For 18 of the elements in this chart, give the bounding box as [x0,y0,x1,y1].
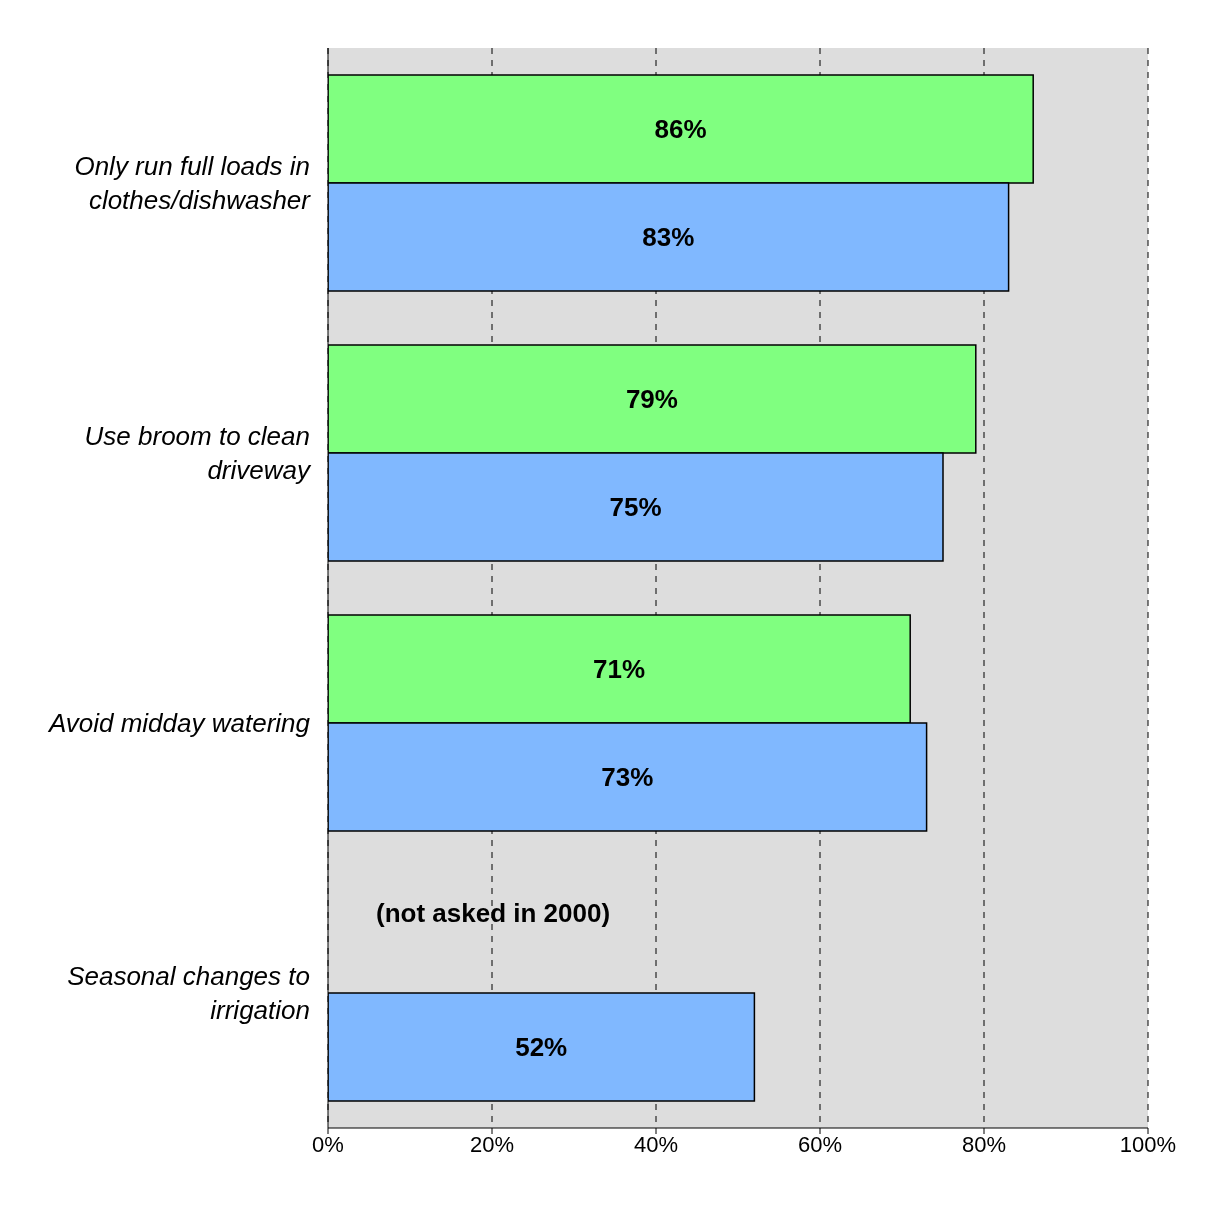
x-tick-label: 100% [1119,1131,1177,1157]
annotation: (not asked in 2000) [376,898,611,929]
data-label: 52% [515,1032,568,1062]
y-tick-label: Seasonal changes to irrigation [67,961,310,1025]
y-tick-label: Avoid midday watering [46,708,311,738]
x-tick-label: 0% [312,1131,344,1157]
data-label: 83% [642,222,695,252]
data-label: 71% [593,654,646,684]
x-tick-label: 40% [633,1131,679,1157]
x-tick-label: 80% [961,1131,1007,1157]
y-tick-label: Use broom to clean driveway [84,421,312,485]
data-label: 86% [654,114,707,144]
y-tick-label: Only run full loads in clothes/dishwasher [74,151,312,215]
data-label: 79% [625,384,678,414]
x-tick-label: 20% [469,1131,515,1157]
x-tick-label: 60% [797,1131,843,1157]
data-label: 73% [601,762,654,792]
data-label: 75% [609,492,662,522]
